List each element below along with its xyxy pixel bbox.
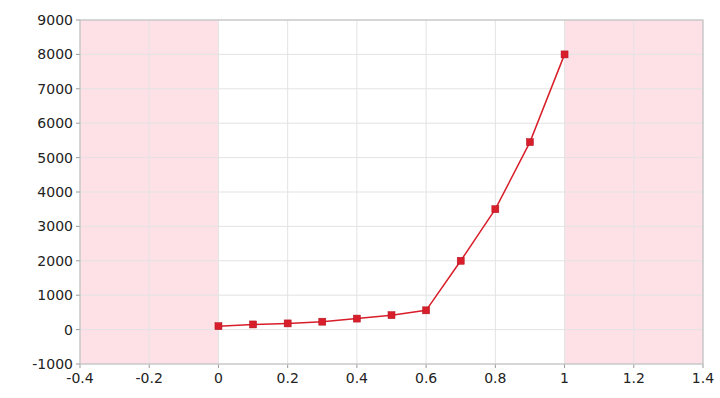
grid-line: [80, 295, 703, 296]
tick-label: 2000: [37, 253, 73, 269]
grid-line: [80, 192, 703, 193]
plot-frame: [80, 20, 703, 364]
tick-label: 0: [214, 370, 223, 386]
tick-label: 1.4: [692, 370, 714, 386]
tick-label: 4000: [37, 184, 73, 200]
tick-mark: [76, 123, 80, 124]
tick-label: 6000: [37, 115, 73, 131]
marker: [561, 51, 568, 58]
marker: [492, 206, 499, 213]
line: [218, 54, 564, 326]
tick-mark: [76, 260, 80, 261]
tick-mark: [76, 226, 80, 227]
tick-mark: [76, 364, 80, 365]
grid-line: [80, 329, 703, 330]
marker: [457, 257, 464, 264]
grid-line: [80, 157, 703, 158]
tick-mark: [356, 364, 357, 368]
tick-mark: [76, 295, 80, 296]
tick-mark: [703, 364, 704, 368]
marker: [215, 323, 222, 330]
grid-line: [80, 260, 703, 261]
tick-mark: [76, 157, 80, 158]
tick-mark: [76, 20, 80, 21]
marker: [250, 321, 257, 328]
tick-mark: [149, 364, 150, 368]
tick-label: 1.2: [623, 370, 645, 386]
tick-label: 1000: [37, 287, 73, 303]
tick-label: 0: [64, 322, 73, 338]
grid-line: [80, 88, 703, 89]
grid-line: [80, 123, 703, 124]
tick-mark: [76, 192, 80, 193]
tick-label: 3000: [37, 218, 73, 234]
shaded-regions: [80, 20, 703, 364]
series: [215, 51, 568, 330]
chart: -0.4 -0.2 0 0.2 0.4 0.6 0.8 1 1.2 1.4 -1000 0 1000 20…: [0, 0, 720, 398]
tick-label: 7000: [37, 81, 73, 97]
tick-label: 8000: [37, 46, 73, 62]
tick-label: -1000: [32, 356, 73, 372]
marker: [319, 318, 326, 325]
tick-mark: [76, 54, 80, 55]
tick-label: -0.2: [136, 370, 163, 386]
marker: [423, 307, 430, 314]
tick-mark: [426, 364, 427, 368]
grid-line: [80, 54, 703, 55]
tick-label: 0.6: [415, 370, 437, 386]
tick-mark: [287, 364, 288, 368]
tick-mark: [76, 329, 80, 330]
grid-line: [80, 226, 703, 227]
tick-mark: [564, 364, 565, 368]
tick-label: -0.4: [66, 370, 93, 386]
tick-label: 0.2: [277, 370, 299, 386]
marker: [526, 139, 533, 146]
tick-mark: [495, 364, 496, 368]
tick-label: 5000: [37, 150, 73, 166]
plot-background: [80, 20, 703, 364]
marker: [388, 312, 395, 319]
tick-label: 0.4: [346, 370, 368, 386]
tick-mark: [76, 88, 80, 89]
tick-mark: [633, 364, 634, 368]
tick-mark: [218, 364, 219, 368]
tick-label: 9000: [37, 12, 73, 28]
tick-label: 0.8: [484, 370, 506, 386]
marker: [284, 320, 291, 327]
tick-label: 1: [560, 370, 569, 386]
tick-mark: [80, 364, 81, 368]
marker: [353, 315, 360, 322]
